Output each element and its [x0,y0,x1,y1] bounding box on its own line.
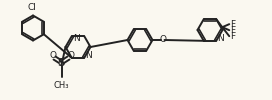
Text: O: O [67,52,74,60]
Text: N: N [73,34,79,43]
Text: CH₃: CH₃ [54,81,69,90]
Text: F: F [230,26,235,35]
Text: O: O [160,36,167,44]
Text: N: N [85,51,92,60]
Text: N: N [217,34,224,43]
Text: S: S [58,58,65,68]
Text: O: O [49,52,56,60]
Text: F: F [230,20,235,29]
Text: Cl: Cl [27,4,36,12]
Text: F: F [230,32,235,41]
